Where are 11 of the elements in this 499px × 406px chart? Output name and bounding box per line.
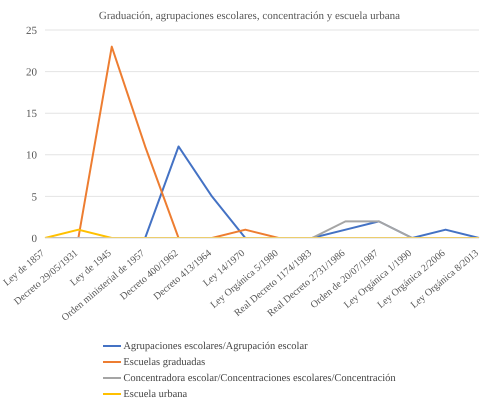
legend-label: Escuelas graduadas [123, 356, 206, 368]
y-tick-label: 20 [26, 66, 38, 79]
y-tick-label: 15 [26, 108, 38, 120]
y-tick-label: 10 [26, 150, 38, 162]
y-tick-label: 25 [26, 24, 38, 37]
y-tick-label: 0 [32, 232, 38, 245]
y-tick-label: 5 [32, 191, 38, 204]
legend-label: Concentradora escolar/Concentraciones escolares/Concentración [123, 372, 396, 384]
legend-label: Escuela urbana [123, 388, 188, 400]
chart-title: Graduación, agrupaciones escolares, concentración y escuela urbana [98, 10, 402, 22]
legend-label: Agrupaciones escolares/Agrupación escolar [123, 340, 308, 352]
